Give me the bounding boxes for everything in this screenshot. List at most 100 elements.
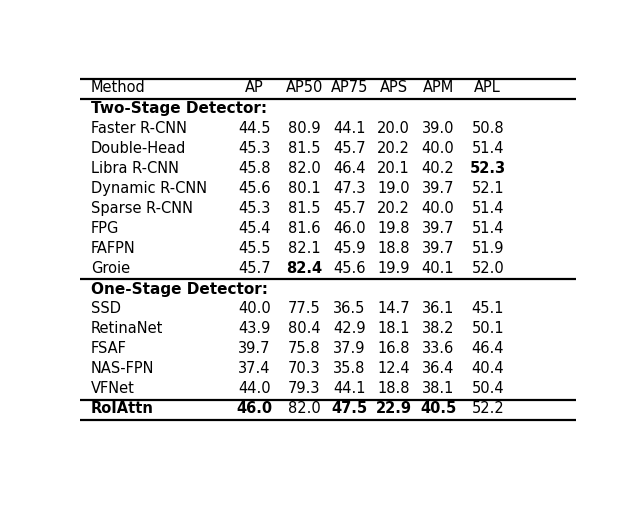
Text: FPG: FPG (91, 220, 119, 236)
Text: APL: APL (474, 80, 501, 95)
Text: RetinaNet: RetinaNet (91, 322, 163, 336)
Text: 18.8: 18.8 (377, 382, 410, 396)
Text: 70.3: 70.3 (288, 361, 321, 376)
Text: 47.5: 47.5 (332, 401, 367, 416)
Text: 45.7: 45.7 (238, 261, 271, 275)
Text: 38.1: 38.1 (422, 382, 454, 396)
Text: 19.0: 19.0 (377, 181, 410, 196)
Text: 37.4: 37.4 (238, 361, 271, 376)
Text: 14.7: 14.7 (377, 301, 410, 316)
Text: 39.7: 39.7 (422, 220, 454, 236)
Text: 44.0: 44.0 (238, 382, 271, 396)
Text: SSD: SSD (91, 301, 121, 316)
Text: 45.8: 45.8 (238, 161, 271, 176)
Text: 46.0: 46.0 (237, 401, 273, 416)
Text: 40.5: 40.5 (420, 401, 456, 416)
Text: 46.4: 46.4 (333, 161, 365, 176)
Text: 38.2: 38.2 (422, 322, 454, 336)
Text: NAS-FPN: NAS-FPN (91, 361, 154, 376)
Text: 52.0: 52.0 (471, 261, 504, 275)
Text: 77.5: 77.5 (288, 301, 321, 316)
Text: 36.5: 36.5 (333, 301, 365, 316)
Text: 82.0: 82.0 (288, 161, 321, 176)
Text: 16.8: 16.8 (377, 341, 410, 357)
Text: AP: AP (245, 80, 264, 95)
Text: VFNet: VFNet (91, 382, 135, 396)
Text: 20.2: 20.2 (377, 201, 410, 216)
Text: 82.0: 82.0 (288, 401, 321, 416)
Text: 80.9: 80.9 (288, 121, 321, 136)
Text: 80.4: 80.4 (288, 322, 321, 336)
Text: 42.9: 42.9 (333, 322, 365, 336)
Text: 45.6: 45.6 (238, 181, 271, 196)
Text: 51.4: 51.4 (472, 220, 504, 236)
Text: 43.9: 43.9 (239, 322, 271, 336)
Text: 40.0: 40.0 (238, 301, 271, 316)
Text: 45.7: 45.7 (333, 201, 365, 216)
Text: 45.3: 45.3 (239, 141, 271, 156)
Text: 39.7: 39.7 (238, 341, 271, 357)
Text: 47.3: 47.3 (333, 181, 365, 196)
Text: 81.5: 81.5 (288, 201, 321, 216)
Text: 45.6: 45.6 (333, 261, 365, 275)
Text: 45.7: 45.7 (333, 141, 365, 156)
Text: 20.1: 20.1 (377, 161, 410, 176)
Text: 39.7: 39.7 (422, 181, 454, 196)
Text: 36.4: 36.4 (422, 361, 454, 376)
Text: 51.9: 51.9 (472, 241, 504, 256)
Text: 20.2: 20.2 (377, 141, 410, 156)
Text: 45.1: 45.1 (472, 301, 504, 316)
Text: AP75: AP75 (331, 80, 368, 95)
Text: 33.6: 33.6 (422, 341, 454, 357)
Text: Faster R-CNN: Faster R-CNN (91, 121, 187, 136)
Text: Sparse R-CNN: Sparse R-CNN (91, 201, 193, 216)
Text: Two-Stage Detector:: Two-Stage Detector: (91, 101, 267, 116)
Text: 82.1: 82.1 (288, 241, 321, 256)
Text: 52.1: 52.1 (472, 181, 504, 196)
Text: 75.8: 75.8 (288, 341, 321, 357)
Text: 45.3: 45.3 (239, 201, 271, 216)
Text: 40.1: 40.1 (422, 261, 454, 275)
Text: 81.5: 81.5 (288, 141, 321, 156)
Text: 45.5: 45.5 (238, 241, 271, 256)
Text: Dynamic R-CNN: Dynamic R-CNN (91, 181, 207, 196)
Text: 40.0: 40.0 (422, 201, 454, 216)
Text: 50.8: 50.8 (472, 121, 504, 136)
Text: 22.9: 22.9 (376, 401, 412, 416)
Text: 79.3: 79.3 (288, 382, 321, 396)
Text: 52.2: 52.2 (471, 401, 504, 416)
Text: 44.5: 44.5 (238, 121, 271, 136)
Text: 80.1: 80.1 (288, 181, 321, 196)
Text: 45.4: 45.4 (238, 220, 271, 236)
Text: 46.0: 46.0 (333, 220, 365, 236)
Text: Double-Head: Double-Head (91, 141, 186, 156)
Text: 19.9: 19.9 (377, 261, 410, 275)
Text: 18.8: 18.8 (377, 241, 410, 256)
Text: 18.1: 18.1 (377, 322, 410, 336)
Text: Libra R-CNN: Libra R-CNN (91, 161, 179, 176)
Text: 44.1: 44.1 (333, 382, 365, 396)
Text: RoIAttn: RoIAttn (91, 401, 154, 416)
Text: 45.9: 45.9 (333, 241, 365, 256)
Text: 35.8: 35.8 (333, 361, 365, 376)
Text: 44.1: 44.1 (333, 121, 365, 136)
Text: 82.4: 82.4 (286, 261, 323, 275)
Text: FSAF: FSAF (91, 341, 127, 357)
Text: 19.8: 19.8 (377, 220, 410, 236)
Text: Method: Method (91, 80, 146, 95)
Text: AP50: AP50 (285, 80, 323, 95)
Text: FAFPN: FAFPN (91, 241, 136, 256)
Text: 51.4: 51.4 (472, 201, 504, 216)
Text: 81.6: 81.6 (288, 220, 321, 236)
Text: 20.0: 20.0 (377, 121, 410, 136)
Text: 39.7: 39.7 (422, 241, 454, 256)
Text: 36.1: 36.1 (422, 301, 454, 316)
Text: 40.2: 40.2 (422, 161, 454, 176)
Text: 50.1: 50.1 (472, 322, 504, 336)
Text: 40.4: 40.4 (472, 361, 504, 376)
Text: 39.0: 39.0 (422, 121, 454, 136)
Text: 51.4: 51.4 (472, 141, 504, 156)
Text: APS: APS (380, 80, 408, 95)
Text: 52.3: 52.3 (470, 161, 506, 176)
Text: 12.4: 12.4 (377, 361, 410, 376)
